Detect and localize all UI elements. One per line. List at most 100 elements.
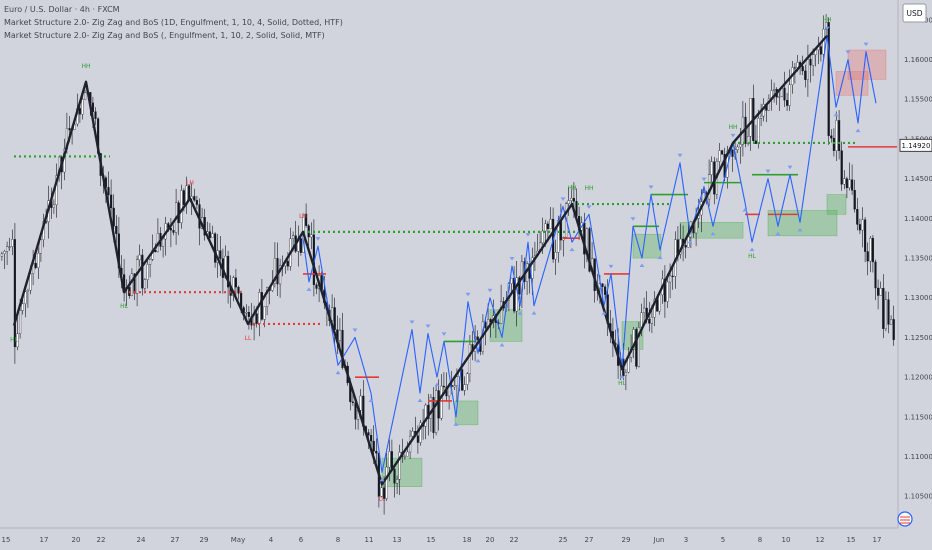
candle-body [219,250,222,259]
demand-zone[interactable] [826,194,847,215]
candle-body [653,299,656,318]
candle-body [16,333,19,348]
candle-body [845,178,848,189]
candle-body [81,99,84,115]
time-tick-label: 6 [299,536,304,544]
candle-body [52,204,55,208]
candle-body [107,187,110,196]
structure-labels-layer: HL HH HL LH LL LH LL HH HH HL HH HL HH [10,17,831,503]
time-tick-label: 27 [585,536,594,544]
candle-body [188,185,191,199]
pivot-low-marker [742,207,748,212]
candle-body [424,404,427,427]
candle-body [427,404,430,419]
demand-zone[interactable] [454,400,479,426]
candle-body [874,261,877,289]
candle-body [390,451,393,470]
candle-body [429,397,432,419]
candle-body [736,146,739,151]
candle-body [567,200,570,204]
last-price-badge: 1.14920 [899,138,932,152]
candle-body [411,430,414,437]
candle-body [24,291,27,304]
candle-body [419,422,422,443]
pivot-high-marker [608,264,614,269]
candle-body [801,66,804,72]
candle-body [273,258,276,284]
candle-body [463,384,466,391]
candle-body [393,468,396,484]
candle-body [375,451,378,454]
time-tick-label: 17 [873,536,882,544]
candle-body [182,190,185,205]
candle-body [749,98,752,137]
pivot-high-marker [648,185,654,190]
time-axis[interactable]: 15 17 20 22 24 27 29 May 4 6 8 11 13 15 18 20 22 25 27 29 Ju… [0,527,898,544]
currency-button[interactable] [902,3,927,23]
time-tick-label: 22 [97,536,106,544]
candle-body [193,196,196,201]
price-tick-label: 1.11500 [904,413,932,421]
candle-body [333,307,336,330]
time-tick-label: 27 [171,536,180,544]
candle-body [437,390,440,419]
candle-body [554,252,557,260]
pivot-low-marker [434,382,440,387]
pivot-low-marker [499,342,505,347]
pivot-high-marker [863,42,869,47]
time-tick-label: Jun [653,536,665,544]
candle-body [666,281,669,302]
candle-body [84,92,87,100]
candle-body [721,150,724,155]
candle-body [806,58,809,80]
demand-zone[interactable] [632,233,662,259]
candle-body [510,278,513,284]
pivot-high-marker [409,320,415,325]
candle-body [830,135,833,139]
candle-body [305,213,308,226]
candle-body [396,479,399,484]
indicator-legend-1[interactable]: Market Structure 2.0- Zig Zag and BoS (1… [4,18,343,27]
candle-body [588,228,591,272]
candle-body [37,253,40,268]
candle-body [141,254,144,289]
candle-body [29,273,32,291]
candle-body [869,237,872,262]
price-tick-label: 1.13500 [904,255,932,263]
candle-body [143,279,146,289]
price-tick-label: 1.15500 [904,96,932,104]
candle-body [557,220,560,253]
mtf-zigzag-line [302,35,877,473]
structure-label: LH [299,213,307,220]
candle-body [211,233,214,238]
structure-label: HL [748,253,757,260]
currency-button-label[interactable]: USD [906,9,922,18]
tradingview-logo[interactable] [897,511,913,527]
pivot-high-marker [315,237,321,241]
price-tick-label: 1.13000 [904,294,932,302]
candle-body [341,329,344,368]
candle-body [403,456,406,458]
candle-body [383,487,386,499]
candle-body [804,70,807,80]
pivot-high-marker [630,217,636,221]
candle-body [658,294,661,312]
candle-body [861,219,864,231]
symbol-title[interactable]: Euro / U.S. Dollar · 4h · FXCM [4,5,120,14]
pivot-markers-layer [306,26,869,482]
candle-body [604,286,607,295]
candle-body [466,373,469,385]
price-tick-label: 1.16000 [904,56,932,64]
candle-body [793,67,796,69]
candle-body [635,329,638,367]
structure-label: HL [10,337,19,344]
candle-body [669,275,672,283]
pivot-low-marker [710,231,716,236]
candle-body [825,22,828,30]
candle-body [208,231,211,238]
candle-body [406,451,409,457]
pivot-low-marker [619,374,625,379]
pivot-low-marker [833,112,839,117]
indicator-legend-2[interactable]: Market Structure 2.0- Zig Zag and BoS (,… [4,31,325,40]
